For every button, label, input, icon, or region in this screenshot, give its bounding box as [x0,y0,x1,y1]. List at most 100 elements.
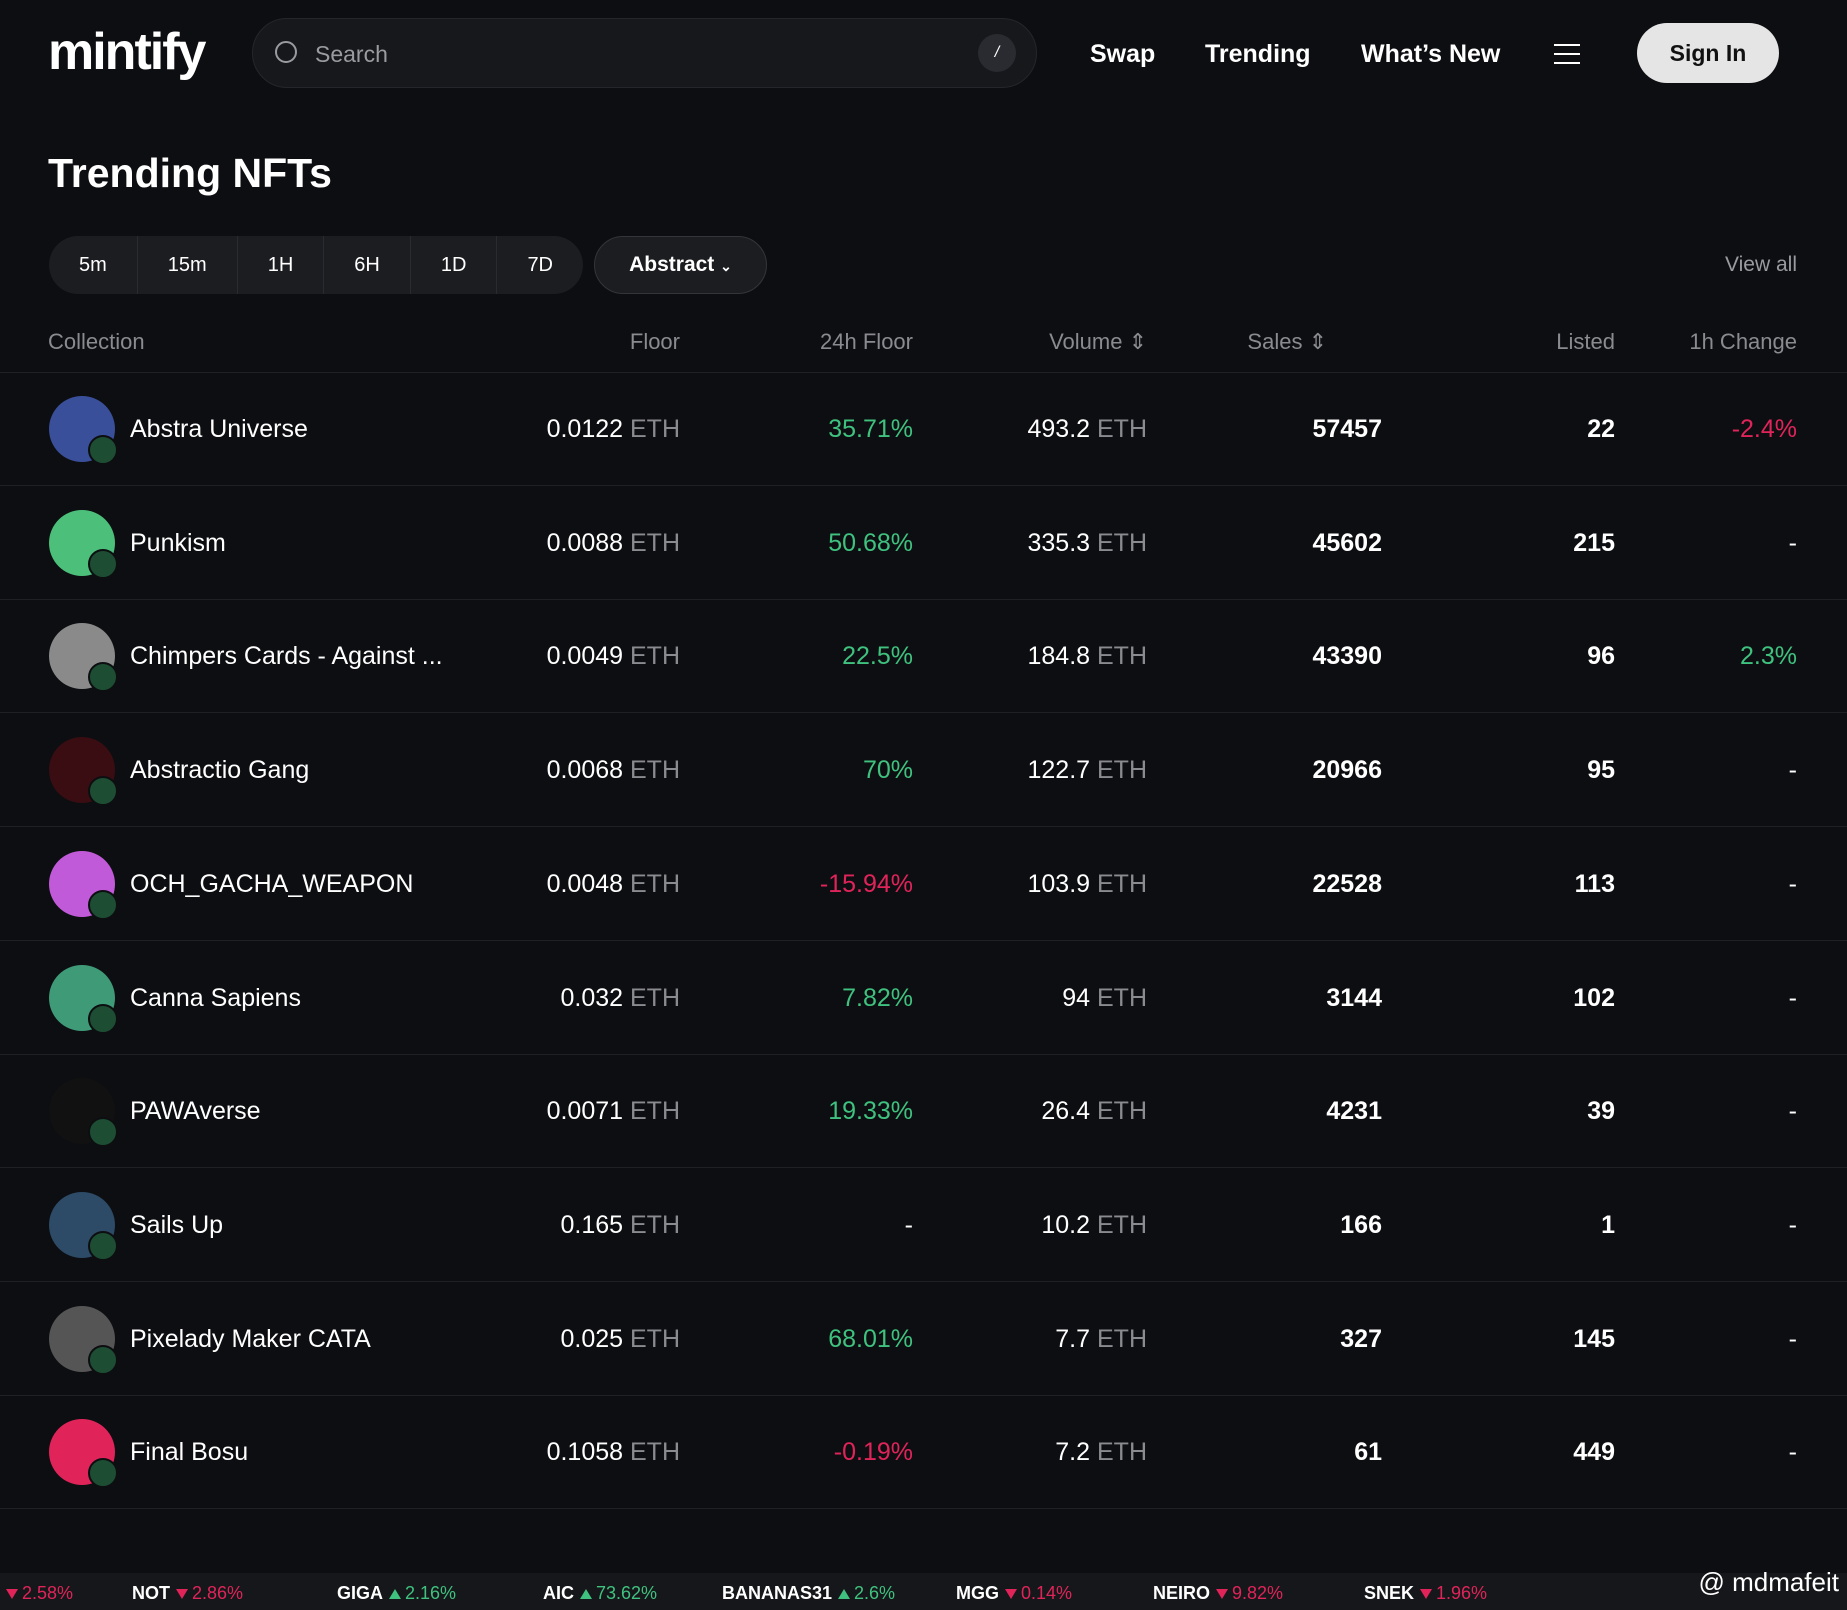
floor-unit: ETH [630,1438,680,1467]
sales: 4231 [1326,1097,1382,1126]
time-filter[interactable]: 5m [49,236,138,294]
change-1h: 2.3% [1740,642,1797,671]
ticker-item[interactable]: BANANAS31 2.6% [722,1583,895,1604]
floor-unit: ETH [630,1210,680,1239]
search-box[interactable]: Search / [252,18,1037,88]
ticker-change: 73.62% [596,1583,658,1603]
volume: 122.7 ETH [1027,756,1147,785]
ticker-arrow [176,1589,188,1599]
chain-dropdown[interactable]: Abstract ⌄ [594,236,767,294]
time-filter[interactable]: 15m [138,236,238,294]
floor-24h: 70% [862,756,913,785]
floor-unit: ETH [630,528,680,557]
sales: 45602 [1312,528,1382,557]
change-1h: - [1788,528,1797,557]
change-1h: -2.4% [1731,415,1797,443]
volume-value: 335.3 [1027,528,1091,557]
ticker-change: 2.6% [854,1583,896,1603]
table-row[interactable]: Canna Sapiens 0.032 ETH 7.82% 94 ETH 3144 102… [0,942,1847,1055]
floor: 0.0048 ETH [547,870,680,899]
ticker-change: 2.58% [22,1583,74,1603]
ticker-item[interactable]: MGG 0.14% [956,1583,1072,1604]
divider [0,372,1847,373]
sales: 22528 [1312,869,1382,898]
chain-badge [88,1344,118,1375]
listed: 215 [1573,528,1615,557]
menu-button[interactable] [1554,44,1580,71]
header-sales[interactable]: Sales ⇕ [1247,329,1327,354]
change-1h: - [1788,983,1797,1012]
table-row[interactable]: Final Bosu 0.1058 ETH -0.19% 7.2 ETH 61 449 - [0,1396,1847,1510]
time-filter[interactable]: 1D [411,236,498,294]
table-row[interactable]: Chimpers Cards - Against ... 0.0049 ETH 22… [0,600,1847,714]
time-filter[interactable]: 7D [527,254,554,276]
ticker-item[interactable]: NOT 2.86% [132,1583,243,1604]
floor-24h: 50.68% [828,528,913,557]
nav-link[interactable]: Trending [1205,40,1311,68]
table-row[interactable]: Abstra Universe 0.0122 ETH 35.71% 493.2 ETH… [0,373,1847,486]
header-change-1h: 1h Change [1689,329,1797,354]
time-filter[interactable]: 1H [238,236,325,294]
collection-name: PAWAverse [130,1097,261,1126]
change-1h: - [1788,1210,1797,1239]
floor-24h: 35.71% [828,415,913,443]
collection-name: Chimpers Cards - Against ... [130,642,443,671]
ticker-name: MGG [956,1583,999,1603]
nav-link[interactable]: What’s New [1361,40,1501,68]
time-filter[interactable]: 6H [324,236,411,294]
ticker-item[interactable]: SNEK 1.96% [1364,1583,1487,1604]
ticker-item[interactable]: AIC 73.62% [543,1583,657,1604]
table-row[interactable]: PAWAverse 0.0071 ETH 19.33% 26.4 ETH 4231 39 - [0,1055,1847,1169]
sign-in-button[interactable]: Sign In [1637,23,1779,83]
floor: 0.0122 ETH [547,415,680,444]
volume-unit: ETH [1097,1324,1147,1353]
table-row[interactable]: Abstractio Gang 0.0068 ETH 70% 122.7 ETH 209… [0,714,1847,828]
volume: 10.2 ETH [1041,1211,1147,1240]
collection-name: Canna Sapiens [130,983,301,1012]
table-row[interactable]: Pixelady Maker CATA 0.025 ETH 68.01% 7.7 ET… [0,1283,1847,1396]
ticker-name: NEIRO [1153,1583,1211,1603]
ticker-arrow [389,1589,402,1599]
ticker-arrow [1005,1589,1017,1599]
table-row[interactable]: Sails Up 0.165 ETH - 10.2 ETH 166 1 - [0,1169,1847,1282]
collection-name: OCH_GACHA_WEAPON [130,869,414,898]
floor: 0.165 ETH [560,1211,680,1240]
divider [0,485,1847,486]
floor-24h: 19.33% [828,1097,913,1126]
chain-badge [88,776,118,807]
floor-24h: 68.01% [828,1324,913,1353]
divider [0,939,1847,941]
change-1h: - [1788,1324,1797,1353]
nav-link[interactable]: Swap [1090,40,1156,68]
ticker-arrow [6,1589,18,1599]
sales: 327 [1340,1324,1382,1353]
floor: 0.1058 ETH [547,1438,680,1467]
ticker-arrow [1216,1589,1229,1599]
divider [0,826,1847,828]
floor: 0.032 ETH [560,984,680,1013]
floor-value: 0.0048 [546,869,624,898]
floor-unit: ETH [630,642,680,671]
view-all-link[interactable]: View all [1725,253,1797,276]
table-row[interactable]: Punkism 0.0088 ETH 50.68% 335.3 ETH 45602 215… [0,487,1847,600]
divider [0,1167,1847,1169]
header-volume[interactable]: Volume ⇕ [1049,329,1147,354]
floor-unit: ETH [630,1324,680,1353]
floor-unit: ETH [630,1097,680,1126]
logo[interactable]: mintify [48,23,206,81]
floor-value: 0.165 [560,1210,624,1239]
table-row[interactable]: OCH_GACHA_WEAPON 0.0048 ETH -15.94% 103.9 E… [0,828,1847,941]
search-shortcut: / [978,34,1016,72]
listed: 95 [1587,756,1615,785]
chain-badge [88,1230,118,1261]
ticker-item[interactable]: NEIRO 9.82% [1153,1583,1283,1604]
volume-unit: ETH [1097,1210,1147,1239]
collection-name: Abstractio Gang [130,756,310,785]
collection-name: Punkism [130,528,226,557]
ticker-item[interactable]: 2.58% [0,1583,73,1604]
ticker-item[interactable]: GIGA 2.16% [337,1583,456,1604]
change-1h: - [1788,756,1797,785]
volume: 493.2 ETH [1027,415,1147,444]
floor-value: 0.032 [560,983,624,1012]
volume-unit: ETH [1097,756,1147,785]
